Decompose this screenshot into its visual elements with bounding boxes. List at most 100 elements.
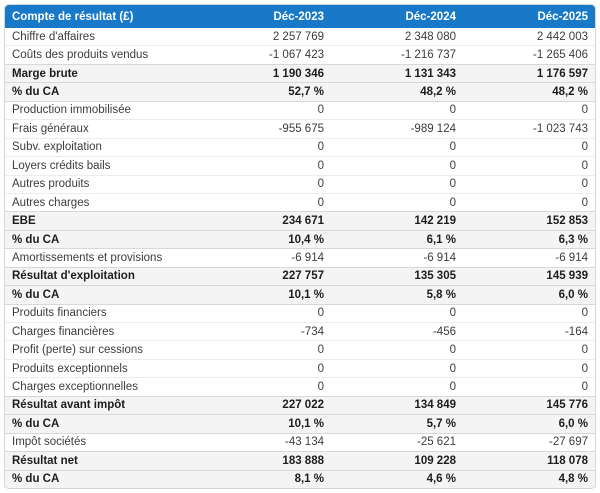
value-dec-2024: -989 124 (410, 122, 456, 135)
value-dec-2024: -456 (432, 325, 456, 338)
value-dec-2024: -1 216 737 (401, 49, 456, 62)
value-dec-2025: 0 (581, 344, 588, 357)
column-header-dec-2023: Déc-2023 (273, 10, 324, 23)
value-dec-2024: 4,6 % (426, 473, 456, 486)
row-label: % du CA (12, 473, 60, 486)
value-dec-2025: 145 776 (546, 399, 588, 412)
value-dec-2023: 10,4 % (288, 233, 324, 246)
value-dec-2023: 52,7 % (288, 86, 324, 99)
column-header-dec-2025: Déc-2025 (537, 10, 588, 23)
value-dec-2023: 0 (317, 178, 324, 191)
value-dec-2023: 0 (317, 362, 324, 375)
row-label: Charges exceptionnelles (12, 381, 138, 394)
row-label: Produits exceptionnels (12, 362, 128, 375)
table-row: Autres produits 0 0 0 (5, 174, 595, 193)
table-row: % du CA 52,7 % 48,2 % 48,2 % (5, 82, 595, 101)
value-dec-2024: 0 (449, 141, 456, 154)
table-row: % du CA 10,1 % 5,8 % 6,0 % (5, 285, 595, 304)
row-label: Coûts des produits vendus (12, 49, 149, 62)
table-row: Amortissements et provisions -6 914 -6 9… (5, 248, 595, 267)
row-label: Frais généraux (12, 122, 89, 135)
table-row: Produits exceptionnels 0 0 0 (5, 358, 595, 378)
row-label: Autres produits (12, 178, 90, 191)
row-label: Impôt sociétés (12, 436, 87, 449)
value-dec-2023: 0 (317, 141, 324, 154)
value-dec-2023: -1 067 423 (269, 49, 324, 62)
row-label: Résultat avant impôt (12, 399, 126, 412)
value-dec-2024: 0 (449, 381, 456, 394)
row-label: Charges financières (12, 325, 115, 338)
table-title: Compte de résultat (£) (12, 10, 134, 23)
value-dec-2025: 0 (581, 362, 588, 375)
value-dec-2025: 0 (581, 141, 588, 154)
table-row: Frais généraux -955 675 -989 124 -1 023 … (5, 119, 595, 138)
value-dec-2023: 0 (317, 344, 324, 357)
row-label: % du CA (12, 233, 60, 246)
table-row: Subv. exploitation 0 0 0 (5, 137, 595, 157)
table-header-row: Compte de résultat (£) Déc-2023 Déc-2024… (5, 5, 595, 28)
row-label: Produits financiers (12, 307, 107, 320)
value-dec-2025: 0 (581, 381, 588, 394)
table-row: EBE 234 671 142 219 152 853 (5, 211, 595, 230)
row-label: Résultat d'exploitation (12, 270, 135, 283)
value-dec-2025: 1 176 597 (536, 67, 588, 80)
value-dec-2023: 10,1 % (288, 417, 324, 430)
value-dec-2024: 109 228 (414, 454, 456, 467)
table-row: % du CA 10,4 % 6,1 % 6,3 % (5, 229, 595, 249)
value-dec-2025: 0 (581, 196, 588, 209)
table-row: Coûts des produits vendus -1 067 423 -1 … (5, 45, 595, 64)
value-dec-2024: 0 (449, 362, 456, 375)
value-dec-2023: 0 (317, 381, 324, 394)
column-header-dec-2024: Déc-2024 (405, 10, 456, 23)
table-row: Chiffre d'affaires 2 257 769 2 348 080 2… (5, 28, 595, 46)
value-dec-2025: 152 853 (546, 215, 588, 228)
row-label: Chiffre d'affaires (12, 30, 95, 43)
value-dec-2025: -1 023 743 (533, 122, 588, 135)
value-dec-2023: 0 (317, 196, 324, 209)
row-label: EBE (12, 215, 36, 228)
value-dec-2023: -6 914 (291, 251, 324, 264)
value-dec-2025: 2 442 003 (536, 30, 588, 43)
value-dec-2024: 142 219 (414, 215, 456, 228)
table-row: Marge brute 1 190 346 1 131 343 1 176 59… (5, 63, 595, 83)
value-dec-2025: 6,0 % (558, 288, 588, 301)
table-row: % du CA 8,1 % 4,6 % 4,8 % (5, 469, 595, 488)
row-label: Profit (perte) sur cessions (12, 344, 144, 357)
value-dec-2024: 0 (449, 159, 456, 172)
table-row: Production immobilisée 0 0 0 (5, 100, 595, 120)
income-statement-table: Compte de résultat (£) Déc-2023 Déc-2024… (4, 4, 596, 489)
value-dec-2025: 118 078 (547, 454, 588, 467)
value-dec-2023: 0 (317, 159, 324, 172)
value-dec-2023: 227 757 (282, 270, 324, 283)
value-dec-2023: 8,1 % (294, 473, 324, 486)
value-dec-2024: 5,7 % (426, 417, 456, 430)
value-dec-2025: -27 697 (548, 436, 588, 449)
row-label: Production immobilisée (12, 104, 131, 117)
row-label: Résultat net (12, 454, 78, 467)
row-label: Loyers crédits bails (12, 159, 111, 172)
table-row: Charges exceptionnelles 0 0 0 (5, 377, 595, 396)
value-dec-2025: 0 (581, 159, 588, 172)
value-dec-2024: 5,8 % (426, 288, 456, 301)
row-label: % du CA (12, 86, 60, 99)
value-dec-2025: 0 (581, 104, 588, 117)
table-row: Résultat net 183 888 109 228 118 078 (5, 451, 595, 470)
row-label: % du CA (12, 417, 60, 430)
table-row: Profit (perte) sur cessions 0 0 0 (5, 340, 595, 359)
value-dec-2023: 1 190 346 (272, 67, 324, 80)
value-dec-2023: -43 134 (284, 436, 324, 449)
table-row: % du CA 10,1 % 5,7 % 6,0 % (5, 414, 595, 433)
row-label: Subv. exploitation (12, 141, 102, 154)
row-label: % du CA (12, 288, 60, 301)
table-row: Résultat d'exploitation 227 757 135 305 … (5, 266, 595, 286)
value-dec-2023: -955 675 (278, 122, 324, 135)
table-row: Charges financières -734 -456 -164 (5, 322, 595, 341)
value-dec-2025: 48,2 % (552, 86, 588, 99)
value-dec-2023: 183 888 (282, 454, 324, 467)
value-dec-2025: 6,3 % (558, 233, 588, 246)
row-label: Marge brute (12, 67, 78, 80)
table-row: Autres charges 0 0 0 (5, 192, 595, 212)
value-dec-2024: 6,1 % (426, 233, 456, 246)
table-row: Loyers crédits bails 0 0 0 (5, 156, 595, 175)
table-row: Impôt sociétés -43 134 -25 621 -27 697 (5, 432, 595, 452)
